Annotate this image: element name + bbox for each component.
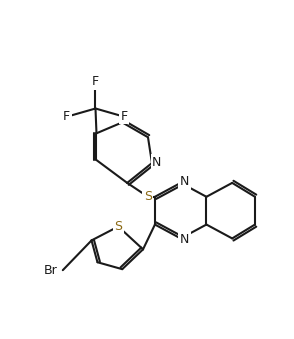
Text: S: S [114,220,122,233]
Text: N: N [180,233,189,246]
Text: N: N [152,156,162,168]
Text: F: F [63,110,70,123]
Text: S: S [144,190,152,203]
Text: Br: Br [44,264,58,277]
Text: F: F [92,75,99,88]
Text: N: N [180,175,189,188]
Text: F: F [121,110,128,123]
